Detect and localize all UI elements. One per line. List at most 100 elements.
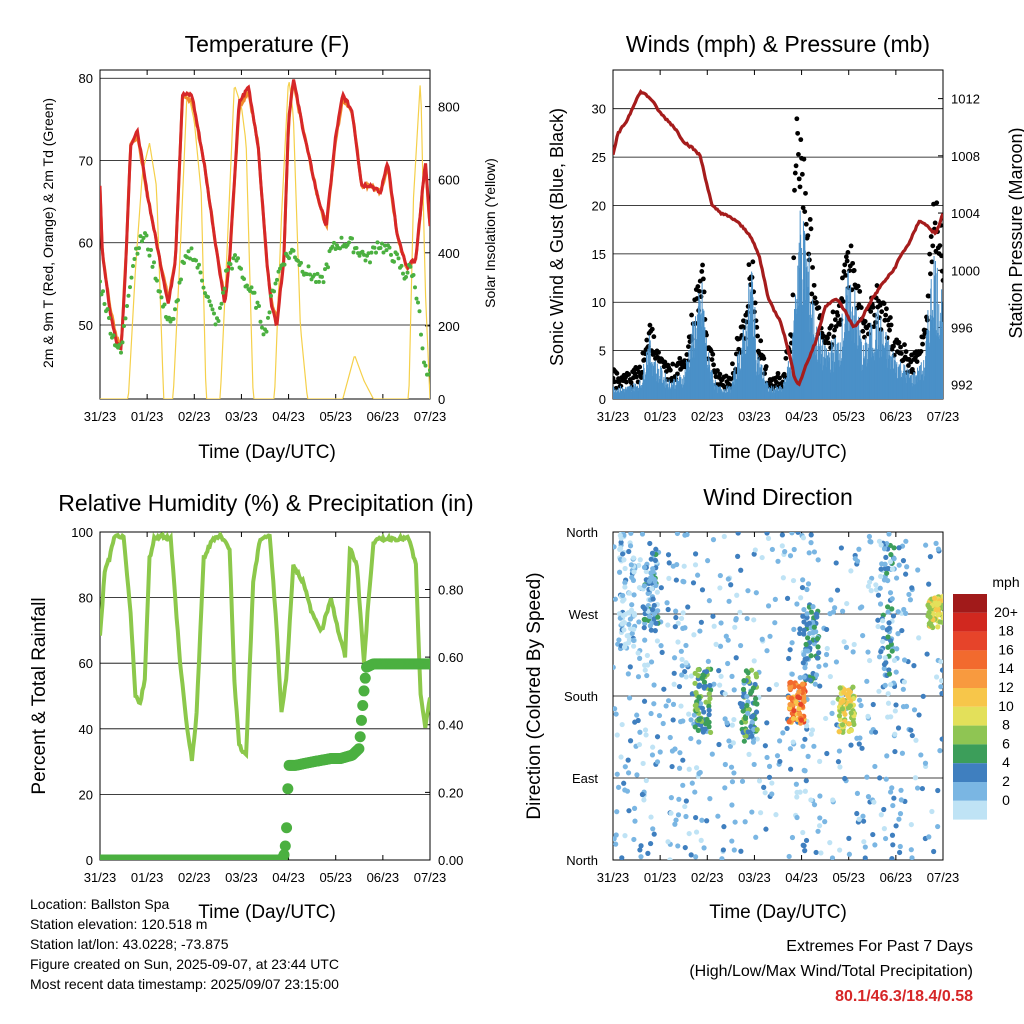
- x-tick-label: 07/23: [414, 409, 447, 424]
- direction-point: [730, 740, 736, 746]
- direction-point: [744, 615, 750, 622]
- gust-point: [697, 288, 702, 294]
- direction-point: [789, 834, 796, 841]
- direction-point: [895, 631, 901, 637]
- dewpoint-point: [404, 274, 408, 279]
- direction-point: [729, 802, 735, 808]
- speed-legend-swatch: [953, 706, 987, 726]
- dewpoint-point: [315, 271, 320, 276]
- winds-xlabel: Time (Day/UTC): [709, 442, 847, 463]
- x-tick-label: 01/23: [131, 870, 164, 885]
- direction-point: [642, 727, 649, 733]
- direction-point: [729, 838, 735, 844]
- direction-point: [665, 606, 671, 613]
- direction-point: [746, 751, 752, 757]
- speed-legend-label: 4: [1002, 754, 1010, 770]
- direction-point: [613, 832, 619, 838]
- direction-point: [665, 622, 671, 628]
- x-tick-label: 02/23: [178, 870, 211, 885]
- gust-point: [830, 309, 836, 315]
- direction-point: [665, 698, 672, 704]
- dewpoint-point: [242, 276, 246, 281]
- direction-point: [691, 632, 697, 638]
- direction-point: [688, 735, 694, 742]
- direction-point: [747, 690, 754, 696]
- direction-point: [829, 710, 835, 716]
- dewpoint-point: [366, 251, 371, 256]
- direction-point: [618, 754, 624, 760]
- x-tick-label: 03/23: [738, 409, 771, 424]
- direction-point: [913, 737, 919, 743]
- direction-point: [613, 711, 619, 717]
- direction-point: [725, 637, 731, 643]
- dewpoint-point: [200, 278, 204, 283]
- direction-point: [922, 760, 929, 766]
- x-tick-label: 07/23: [927, 870, 960, 885]
- direction-point: [766, 686, 772, 692]
- direction-point: [859, 604, 865, 610]
- direction-point: [680, 610, 686, 616]
- dewpoint-point: [417, 309, 422, 314]
- direction-point: [680, 757, 686, 763]
- gust-point: [623, 379, 629, 385]
- dewpoint-point: [372, 245, 377, 250]
- direction-point: [897, 843, 903, 850]
- dewpoint-point: [308, 272, 312, 277]
- direction-point: [621, 644, 628, 650]
- precip-point: [355, 714, 367, 726]
- gust-point: [825, 340, 831, 346]
- direction-point: [672, 746, 678, 752]
- gust-point: [831, 334, 837, 340]
- direction-point: [940, 593, 943, 599]
- direction-point: [871, 799, 877, 805]
- direction-point: [641, 583, 648, 589]
- direction-point: [837, 764, 843, 770]
- direction-point: [815, 828, 821, 834]
- direction-point: [741, 677, 747, 684]
- precip-point: [278, 849, 290, 860]
- direction-point: [681, 563, 687, 569]
- direction-point: [889, 566, 896, 572]
- direction-point: [939, 667, 943, 673]
- direction-point: [711, 681, 717, 687]
- direction-point: [716, 668, 722, 674]
- direction-point: [881, 661, 888, 668]
- dewpoint-point: [381, 250, 386, 255]
- direction-point: [891, 795, 897, 801]
- direction-point: [622, 764, 628, 770]
- direction-point: [893, 823, 899, 829]
- y-right-tick-label: 0.20: [438, 785, 463, 800]
- direction-point: [810, 604, 816, 610]
- direction-point: [890, 842, 896, 848]
- dewpoint-point: [312, 272, 317, 277]
- gust-point: [675, 371, 680, 377]
- y-tick-label: North: [566, 525, 598, 540]
- direction-point: [679, 663, 685, 669]
- direction-point: [636, 741, 643, 748]
- direction-point: [919, 785, 925, 792]
- direction-point: [899, 750, 906, 756]
- direction-point: [739, 778, 746, 784]
- temperature-ylabel: 2m & 9m T (Red, Orange) & 2m Td (Green): [40, 98, 56, 368]
- x-tick-label: 06/23: [880, 409, 913, 424]
- direction-point: [709, 751, 715, 757]
- dewpoint-point: [212, 311, 216, 316]
- direction-point: [782, 549, 788, 555]
- dewpoint-point: [378, 245, 383, 250]
- speed-legend-swatch: [953, 725, 987, 745]
- direction-point: [868, 588, 874, 594]
- solar-ylabel: Solar Insolation (Yellow): [482, 158, 498, 308]
- gust-point: [898, 344, 903, 350]
- direction-point: [648, 659, 655, 665]
- direction-point: [886, 620, 892, 626]
- direction-point: [807, 677, 813, 683]
- speed-legend-label: 10: [998, 698, 1014, 714]
- dewpoint-point: [218, 305, 222, 310]
- speed-legend-swatch: [953, 631, 987, 651]
- direction-point: [613, 841, 619, 847]
- temperature-panel: Temperature (F) Time (Day/UTC) 2m & 9m T…: [40, 31, 498, 463]
- direction-point: [745, 729, 751, 735]
- direction-point: [722, 785, 728, 791]
- direction-point: [619, 855, 625, 860]
- direction-point: [795, 694, 801, 700]
